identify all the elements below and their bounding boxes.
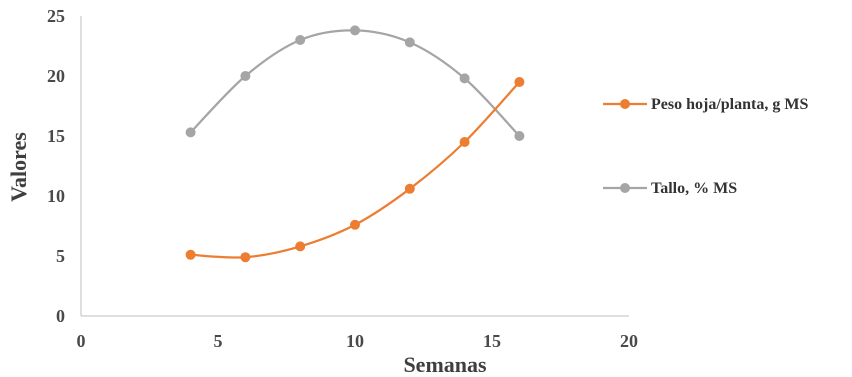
x-tick-label: 15 [483, 331, 501, 351]
data-point [185, 127, 196, 138]
axes [80, 16, 629, 317]
data-point [404, 37, 415, 48]
data-point [240, 252, 251, 263]
data-point [295, 35, 306, 45]
series-line [190, 81, 521, 259]
data-point [514, 131, 525, 141]
data-point [514, 77, 525, 87]
data-point [350, 25, 360, 36]
y-tick-label: 5 [56, 246, 65, 266]
x-axis-title: Semanas [403, 352, 487, 377]
data-point [295, 241, 306, 252]
x-tick-label: 20 [620, 331, 638, 351]
y-axis-title: Valores [6, 132, 31, 202]
series-1 [185, 25, 525, 141]
data-point [459, 137, 470, 147]
legend-marker [620, 99, 630, 109]
data-point [350, 219, 360, 230]
y-tick-label: 15 [47, 126, 65, 146]
legend-marker [620, 183, 630, 193]
legend-label: Peso hoja/planta, g MS [651, 96, 808, 113]
y-tick-labels: 0 5 10 15 20 25 [47, 6, 65, 326]
data-point [404, 183, 415, 194]
legend-item: Tallo, % MS [603, 180, 737, 197]
legend: Peso hoja/planta, g MS Tallo, % MS [603, 96, 808, 197]
y-tick-label: 0 [56, 306, 65, 326]
series-layer [185, 25, 525, 263]
series-0 [185, 77, 525, 263]
series-line [189, 29, 521, 137]
x-tick-label: 0 [77, 331, 86, 351]
y-tick-label: 20 [47, 66, 65, 86]
x-tick-labels: 0 5 10 15 20 [77, 331, 639, 351]
data-point [240, 71, 251, 81]
y-tick-label: 10 [47, 186, 65, 206]
y-tick-label: 25 [47, 6, 65, 26]
data-point [185, 249, 196, 260]
legend-label: Tallo, % MS [651, 180, 737, 197]
data-point [459, 73, 470, 84]
x-tick-label: 10 [346, 331, 364, 351]
x-tick-label: 5 [214, 331, 223, 351]
legend-item: Peso hoja/planta, g MS [603, 96, 808, 113]
